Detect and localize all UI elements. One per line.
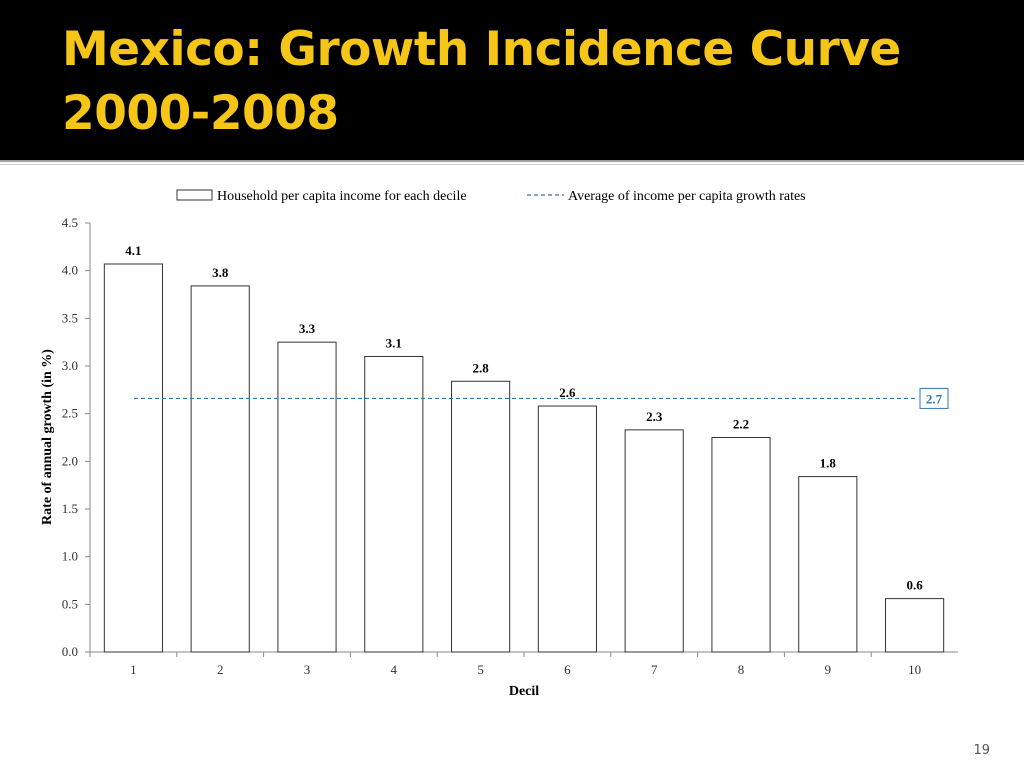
- bar: [103, 263, 163, 653]
- legend-label-average: Average of income per capita growth rate…: [568, 189, 806, 204]
- bar: [537, 405, 597, 653]
- x-tick-label: 3: [304, 662, 311, 677]
- slide-title: Mexico: Growth Incidence Curve 2000-2008: [62, 18, 962, 146]
- bar: [190, 285, 250, 653]
- x-tick-label: 1: [130, 662, 137, 677]
- legend-swatch-bars: [176, 189, 213, 201]
- legend-label-bars: Household per capita income for each dec…: [217, 189, 467, 204]
- page-number: 19: [973, 743, 990, 758]
- bar: [277, 341, 337, 653]
- title-divider-thin: [0, 164, 1024, 165]
- title-divider: [0, 160, 1024, 162]
- y-tick-label: 1.0: [62, 549, 78, 564]
- bar-value-label: 3.1: [386, 335, 402, 350]
- bar-value-label: 1.8: [820, 456, 837, 471]
- average-label-box: [919, 387, 949, 409]
- bar: [885, 598, 945, 653]
- y-tick-label: 3.0: [62, 358, 78, 373]
- y-tick-label: 4.0: [62, 263, 78, 278]
- bar-value-label: 4.1: [125, 243, 141, 258]
- y-tick-label: 2.0: [62, 453, 78, 468]
- x-tick-label: 9: [825, 662, 832, 677]
- bar-value-label: 2.2: [733, 417, 749, 432]
- y-axis-title: Rate of annual growth (in %): [40, 349, 55, 525]
- y-tick-label: 3.5: [62, 310, 78, 325]
- bar: [364, 355, 424, 653]
- bar: [624, 429, 684, 653]
- title-bar: Mexico: Growth Incidence Curve 2000-2008: [0, 0, 1024, 160]
- average-label: 2.7: [926, 391, 943, 406]
- bar: [798, 476, 858, 653]
- x-tick-label: 4: [391, 662, 398, 677]
- x-tick-label: 7: [651, 662, 658, 677]
- bar: [451, 380, 511, 653]
- bar-value-label: 2.8: [472, 360, 489, 375]
- bar-value-label: 3.8: [212, 265, 229, 280]
- bar: [711, 437, 771, 653]
- bar-value-label: 0.6: [906, 578, 923, 593]
- y-tick-label: 4.5: [62, 215, 78, 230]
- slide-title-line-1: Mexico: Growth Incidence Curve: [62, 22, 901, 77]
- x-tick-label: 10: [908, 662, 921, 677]
- x-tick-label: 2: [217, 662, 224, 677]
- y-tick-label: 0.5: [62, 596, 78, 611]
- x-tick-label: 5: [477, 662, 484, 677]
- x-axis-title: Decil: [509, 684, 539, 699]
- y-tick-label: 0.0: [62, 644, 78, 659]
- growth-incidence-chart: 0.0 0.5 1.0 1.5 2.0 2.5 3.0 3.5 4.0 4.5 4.1 1 3.8 2 3.…: [40, 189, 958, 699]
- x-tick-label: 6: [564, 662, 571, 677]
- x-tick-label: 8: [738, 662, 745, 677]
- slide-title-line-2: 2000-2008: [62, 86, 339, 141]
- bar-value-label: 3.3: [299, 321, 316, 336]
- y-tick-label: 1.5: [62, 501, 78, 516]
- bar-value-label: 2.6: [559, 385, 576, 400]
- y-tick-label: 2.5: [62, 406, 78, 421]
- bar-value-label: 2.3: [646, 409, 663, 424]
